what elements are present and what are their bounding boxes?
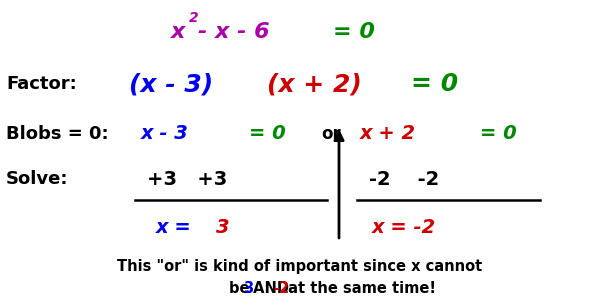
Text: -2    -2: -2 -2 xyxy=(369,169,439,189)
Text: = 0: = 0 xyxy=(249,124,286,144)
Text: AND: AND xyxy=(248,281,295,296)
Text: (x - 3): (x - 3) xyxy=(129,72,213,96)
Text: +3   +3: +3 +3 xyxy=(147,169,227,189)
Text: = 0: = 0 xyxy=(480,124,517,144)
Text: x: x xyxy=(171,22,185,42)
Text: = 0: = 0 xyxy=(333,22,375,42)
Text: (x + 2): (x + 2) xyxy=(267,72,362,96)
Text: Factor:: Factor: xyxy=(6,75,77,93)
Text: 3: 3 xyxy=(244,281,254,296)
Text: 2: 2 xyxy=(189,11,199,25)
Text: This "or" is kind of important since x cannot: This "or" is kind of important since x c… xyxy=(118,259,482,274)
Text: Solve:: Solve: xyxy=(6,170,68,188)
Text: Blobs = 0:: Blobs = 0: xyxy=(6,125,109,143)
Text: be: be xyxy=(229,281,254,296)
Text: - x - 6: - x - 6 xyxy=(198,22,269,42)
Text: or: or xyxy=(321,125,341,143)
Text: x + 2: x + 2 xyxy=(360,124,416,144)
Text: x = -2: x = -2 xyxy=(372,218,436,237)
Text: -2: -2 xyxy=(273,281,289,296)
Text: = 0: = 0 xyxy=(411,72,458,96)
Text: at the same time!: at the same time! xyxy=(283,281,436,296)
Text: 3: 3 xyxy=(216,218,230,237)
Text: x =: x = xyxy=(156,218,199,237)
Text: x - 3: x - 3 xyxy=(141,124,189,144)
